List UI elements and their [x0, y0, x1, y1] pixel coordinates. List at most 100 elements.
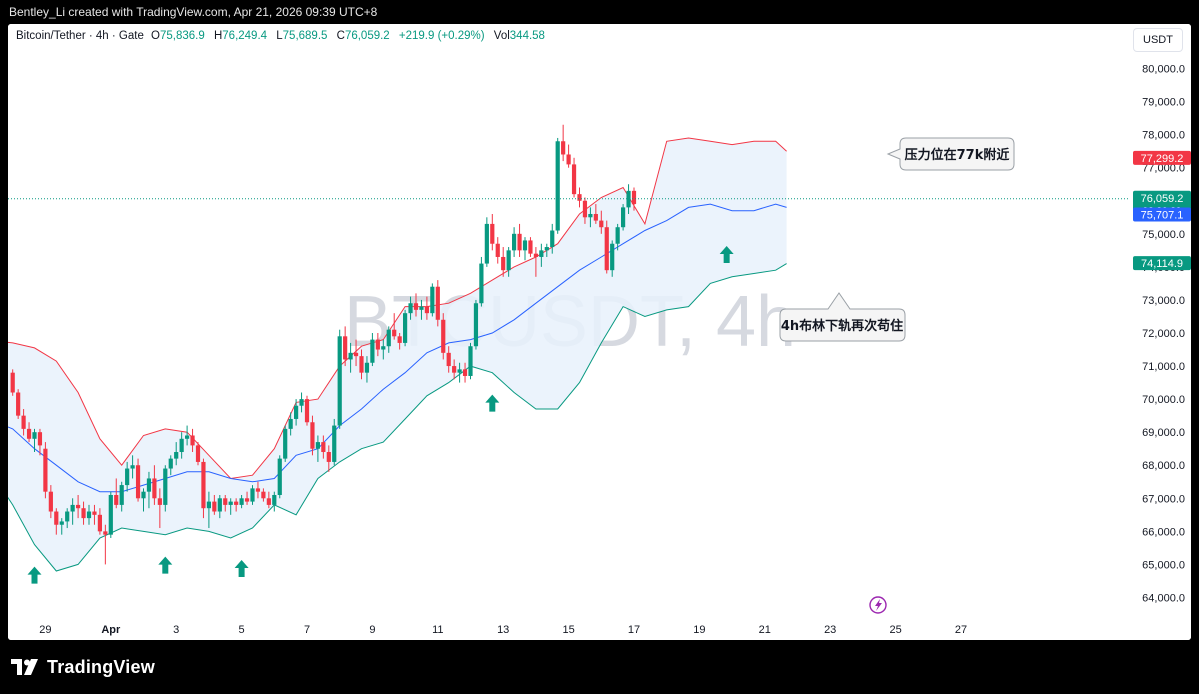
candle-body [571, 164, 577, 195]
price-chart[interactable]: BTCUSDT, 4h 64,000.065,000.066,000.067,0… [8, 24, 1191, 640]
candle-body [195, 445, 201, 462]
middle-band-badge: 75,707.1 [1141, 209, 1184, 221]
up-arrow-icon [485, 394, 500, 412]
currency-button[interactable]: USDT [1133, 28, 1183, 52]
candle [353, 339, 359, 367]
candle [631, 187, 637, 211]
candle [582, 197, 588, 224]
candle-body [48, 491, 53, 512]
candle-body [190, 435, 195, 446]
price-tick-label: 73,000.0 [1142, 295, 1185, 307]
candle [321, 435, 326, 459]
candle [108, 491, 113, 538]
candle [119, 481, 124, 512]
candle-body [294, 405, 299, 419]
candle-body [141, 491, 146, 499]
price-tick-label: 70,000.0 [1142, 394, 1185, 406]
candle [484, 217, 489, 267]
candle [364, 356, 370, 383]
candle [304, 395, 310, 426]
high-value: 76,249.4 [222, 30, 268, 42]
candle [419, 299, 424, 320]
time-tick-label: 21 [759, 624, 771, 636]
tradingview-logo[interactable]: TradingView [11, 654, 155, 680]
candle [386, 326, 391, 353]
candle-body [550, 230, 555, 248]
symbol-name[interactable]: Bitcoin/Tether · 4h · Gate [16, 30, 144, 42]
candle-body [59, 521, 64, 525]
upper-band-badge: 77,299.2 [1141, 153, 1184, 165]
candle-body [223, 498, 228, 505]
candle-body [446, 352, 451, 367]
candle [195, 442, 201, 466]
candle-body [337, 336, 342, 426]
candle [468, 342, 473, 380]
symbol-legend: Bitcoin/Tether · 4h · Gate O75,836.9 H76… [16, 30, 545, 42]
candle [621, 204, 626, 231]
candle [375, 333, 380, 357]
candle [103, 524, 108, 565]
candle [446, 346, 451, 373]
support-callout-box [779, 292, 906, 342]
candle [168, 455, 173, 476]
candle [228, 498, 233, 515]
up-arrow-icon [27, 566, 42, 584]
chart-panel[interactable]: BTCUSDT, 4h 64,000.065,000.066,000.067,0… [8, 24, 1191, 640]
middle-band-badge-bg [1133, 207, 1191, 222]
candle [174, 442, 179, 466]
candle-body [332, 425, 337, 462]
candle [452, 359, 457, 380]
price-tick-label: 69,000.0 [1142, 427, 1185, 439]
candle [397, 333, 402, 350]
candle [54, 508, 59, 535]
price-tick-label: 78,000.0 [1142, 130, 1185, 142]
candle-body [577, 194, 582, 201]
candle-body [26, 428, 32, 439]
candle [512, 227, 517, 257]
candle [430, 283, 435, 317]
price-tick-label: 77,000.0 [1142, 163, 1185, 175]
candle-body [65, 511, 70, 522]
candle-body [582, 200, 588, 218]
candle-body [54, 511, 59, 525]
candle [479, 256, 484, 307]
candle [125, 461, 130, 492]
candle-body [103, 531, 108, 535]
candle [539, 243, 544, 267]
candle-body [272, 494, 277, 505]
candle-body [266, 498, 271, 505]
up-arrow-icon [234, 559, 249, 577]
candle-body [392, 329, 397, 337]
candle [16, 389, 21, 419]
candle-body [599, 220, 604, 228]
time-tick-label: Apr [101, 624, 121, 636]
candle [299, 392, 304, 413]
up-arrow-icon [158, 556, 173, 574]
lower-band-badge: 74,114.9 [1141, 258, 1183, 270]
flash-icon[interactable] [869, 596, 887, 614]
change-value: +219.9 (+0.29%) [398, 30, 485, 42]
candle-body [522, 240, 528, 251]
price-tick-label: 75,000.0 [1142, 229, 1185, 241]
candle-body [217, 498, 222, 512]
upper-band-badge-bg [1133, 150, 1191, 165]
candle-body [234, 501, 239, 505]
candle [206, 491, 211, 529]
price-tick-label: 72,000.0 [1142, 328, 1185, 340]
candle-body [304, 399, 310, 423]
candle-body [206, 501, 211, 509]
candle [37, 428, 43, 456]
price-tick-label: 66,000.0 [1142, 526, 1185, 538]
candle [81, 501, 86, 525]
candle [501, 247, 506, 277]
candle [277, 455, 282, 499]
candle [544, 243, 549, 257]
price-tick-label: 80,000.0 [1142, 64, 1185, 76]
lower-band-badge-bg [1133, 256, 1191, 271]
candle-body [539, 250, 544, 257]
candle-body [255, 488, 261, 492]
time-tick-label: 19 [693, 624, 705, 636]
candle-body [326, 452, 331, 462]
candle [381, 339, 386, 360]
candle-body [299, 399, 304, 406]
